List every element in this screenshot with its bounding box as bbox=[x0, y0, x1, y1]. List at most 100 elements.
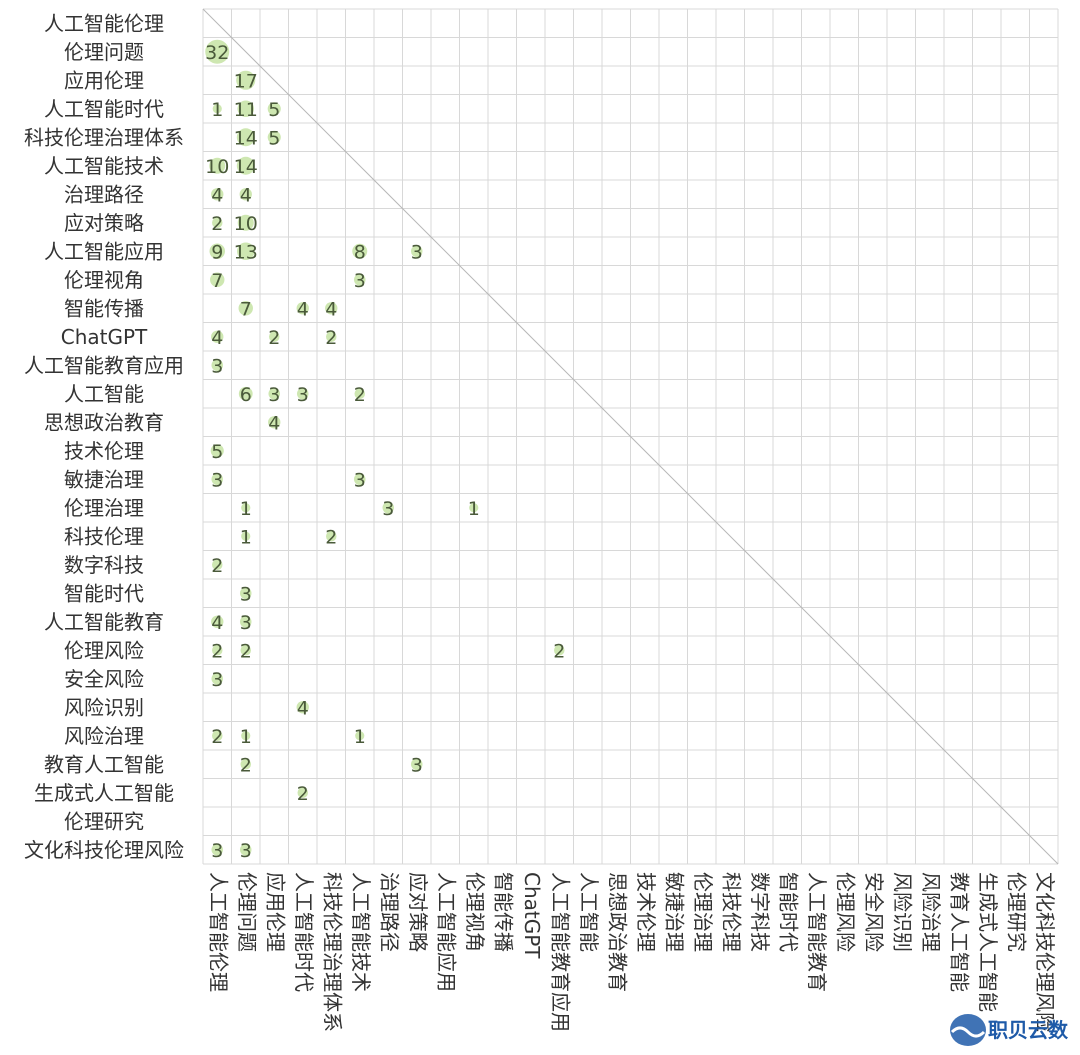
row-label: 风险治理 bbox=[64, 724, 144, 748]
cell-value: 3 bbox=[211, 355, 223, 377]
value-bubble bbox=[269, 331, 280, 342]
row-label: 思想政治教育 bbox=[44, 410, 164, 434]
cell-value: 3 bbox=[211, 669, 223, 691]
value-bubble bbox=[554, 645, 565, 656]
value-bubble bbox=[326, 531, 337, 542]
cell-value: 4 bbox=[240, 184, 252, 206]
column-label: 人工智能教育应用 bbox=[548, 872, 572, 1032]
value-bubble bbox=[352, 243, 368, 259]
cell-value: 10 bbox=[205, 156, 229, 178]
row-label: 人工智能伦理 bbox=[44, 11, 164, 35]
row-label: 文化科技伦理风险 bbox=[24, 838, 184, 862]
row-label: 安全风险 bbox=[64, 667, 144, 691]
value-bubble bbox=[211, 359, 224, 372]
column-label: 智能传播 bbox=[491, 872, 515, 952]
diagonal-line bbox=[202, 8, 1059, 865]
value-bubble bbox=[212, 104, 222, 114]
cell-value: 10 bbox=[234, 213, 258, 235]
value-bubble bbox=[267, 130, 281, 144]
column-label: 伦理风险 bbox=[833, 872, 857, 952]
value-bubble bbox=[410, 758, 423, 771]
value-bubble bbox=[236, 70, 256, 90]
value-bubble bbox=[236, 156, 255, 175]
column-label: 伦理问题 bbox=[235, 872, 259, 952]
cell-value: 4 bbox=[268, 412, 280, 434]
column-label: 教育人工智能 bbox=[947, 872, 971, 992]
cell-value: 6 bbox=[240, 384, 252, 406]
column-label: 风险治理 bbox=[919, 872, 943, 952]
cell-value: 3 bbox=[297, 384, 309, 406]
value-bubble bbox=[268, 416, 281, 429]
value-bubble bbox=[240, 759, 251, 770]
row-label: 伦理研究 bbox=[64, 809, 144, 833]
cell-value: 3 bbox=[382, 498, 394, 520]
column-label: 人工智能应用 bbox=[434, 872, 458, 992]
value-bubble bbox=[211, 188, 224, 201]
column-label: 生成式人工智能 bbox=[976, 872, 1000, 1012]
value-bubble bbox=[211, 473, 224, 486]
row-label: 伦理问题 bbox=[64, 40, 144, 64]
value-bubble bbox=[211, 672, 224, 685]
row-label: 人工智能应用 bbox=[44, 239, 164, 263]
row-label: 数字科技 bbox=[64, 553, 144, 577]
value-bubble bbox=[212, 217, 223, 228]
value-bubble bbox=[238, 386, 253, 401]
cell-value: 2 bbox=[325, 526, 337, 548]
row-label: 智能时代 bbox=[64, 581, 144, 605]
value-bubble bbox=[212, 645, 223, 656]
value-bubble bbox=[212, 559, 223, 570]
column-label: 人工智能时代 bbox=[292, 872, 316, 992]
row-label: 智能传播 bbox=[64, 296, 144, 320]
column-label: 人工智能教育 bbox=[805, 872, 829, 992]
row-label: 科技伦理治理体系 bbox=[24, 125, 184, 149]
cell-value: 1 bbox=[240, 726, 252, 748]
value-bubble bbox=[410, 245, 423, 258]
value-bubble bbox=[469, 503, 479, 513]
value-bubble bbox=[239, 843, 252, 856]
row-label: 伦理视角 bbox=[64, 268, 144, 292]
value-bubble bbox=[241, 503, 251, 513]
value-bubble bbox=[239, 587, 252, 600]
value-bubble bbox=[355, 731, 365, 741]
row-label: 人工智能 bbox=[64, 382, 144, 406]
cell-value: 2 bbox=[268, 327, 280, 349]
cell-value: 3 bbox=[211, 469, 223, 491]
cell-value: 2 bbox=[240, 640, 252, 662]
column-label: 智能时代 bbox=[776, 872, 800, 952]
column-label: 风险识别 bbox=[890, 872, 914, 952]
cell-value: 4 bbox=[211, 184, 223, 206]
cell-value: 2 bbox=[211, 640, 223, 662]
cell-value: 17 bbox=[234, 70, 258, 92]
value-bubble bbox=[210, 444, 224, 458]
cell-value: 4 bbox=[297, 697, 309, 719]
value-bubble bbox=[267, 102, 281, 116]
cell-value: 4 bbox=[297, 298, 309, 320]
row-label: 应用伦理 bbox=[64, 68, 144, 92]
cell-value: 4 bbox=[211, 327, 223, 349]
column-label: 人工智能伦理 bbox=[206, 872, 230, 992]
value-bubble bbox=[237, 214, 254, 231]
cell-value: 11 bbox=[234, 99, 258, 121]
cell-value: 1 bbox=[240, 526, 252, 548]
value-bubble bbox=[237, 100, 255, 118]
value-bubble bbox=[296, 701, 309, 714]
column-label: 应对策略 bbox=[406, 872, 430, 952]
value-bubble bbox=[353, 273, 366, 286]
value-bubble bbox=[238, 301, 253, 316]
value-bubble bbox=[326, 331, 337, 342]
cell-value: 1 bbox=[354, 726, 366, 748]
value-bubble bbox=[296, 387, 309, 400]
row-label: 风险识别 bbox=[64, 695, 144, 719]
row-label: 敏捷治理 bbox=[64, 467, 144, 491]
column-label: 科技伦理 bbox=[719, 872, 743, 952]
cell-value: 3 bbox=[354, 469, 366, 491]
column-label: 人工智能 bbox=[577, 872, 601, 952]
cell-value: 5 bbox=[211, 441, 223, 463]
value-bubble bbox=[296, 302, 309, 315]
cell-value: 14 bbox=[234, 156, 258, 178]
column-label: ChatGPT bbox=[520, 872, 544, 959]
value-bubble bbox=[212, 730, 223, 741]
value-bubble bbox=[211, 843, 224, 856]
cell-value: 3 bbox=[354, 270, 366, 292]
